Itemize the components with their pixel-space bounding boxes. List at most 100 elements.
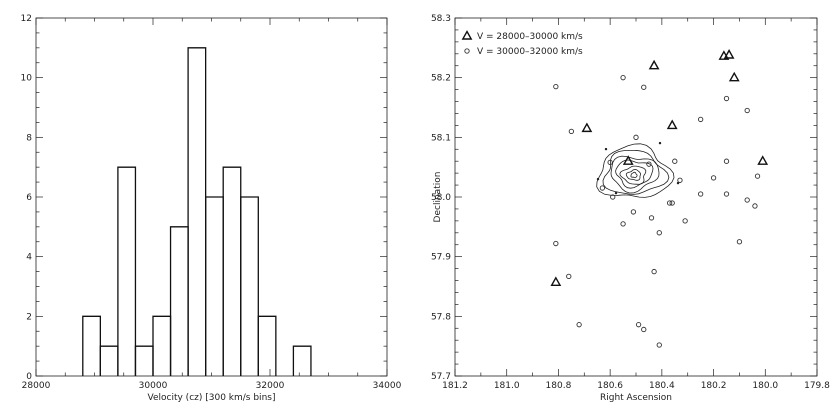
- intensity-contour: [610, 155, 660, 194]
- legend-triangle-marker: [461, 30, 473, 40]
- ra-tick-label: 179.8: [804, 381, 830, 391]
- circle-point: [641, 326, 647, 333]
- circle-point: [697, 116, 704, 123]
- intensity-contour: [596, 143, 675, 198]
- circle-point: [620, 75, 626, 81]
- circle-point: [651, 268, 657, 275]
- circle-point: [646, 161, 652, 167]
- circle-point: [672, 158, 678, 164]
- circle-point: [568, 128, 575, 135]
- histogram-bin: [117, 166, 137, 376]
- circle-point: [566, 273, 572, 280]
- circle-point: [607, 159, 613, 166]
- y-tick-label: 10: [21, 74, 33, 84]
- circle-point: [666, 200, 673, 206]
- circle-point: [633, 134, 639, 140]
- ra-axis-label: Right Ascension: [600, 393, 672, 403]
- x-axis-label: Velocity (cz) [300 km/s bins]: [148, 393, 276, 403]
- dec-tick-label: 58.2: [431, 74, 451, 84]
- ra-tick-label: 181.0: [494, 381, 520, 391]
- intensity-contour: [630, 171, 638, 179]
- histogram-bin: [257, 315, 277, 376]
- circle-point: [723, 158, 730, 164]
- circle-point: [723, 191, 730, 197]
- legend-label-30000-32000: V = 30000–32000 km/s: [477, 47, 583, 57]
- y-tick-label: 12: [21, 14, 32, 24]
- circle-point: [599, 185, 606, 191]
- triangle-point: [718, 50, 730, 60]
- sky-position-panel: 181.2 181.0 180.8 180.6 180.4 180.2 180.0 179.8…: [431, 14, 830, 403]
- dec-tick-label: 58.3: [431, 14, 451, 24]
- triangle-point: [666, 119, 678, 130]
- dec-tick-label: 58.0: [431, 193, 451, 203]
- core-galaxy-dot: [658, 141, 662, 145]
- circle-point: [744, 107, 750, 114]
- dec-tick-label: 57.7: [431, 372, 451, 382]
- circle-point: [754, 173, 761, 179]
- dec-axis-label: Declination: [433, 172, 443, 223]
- y-tick-label: 2: [26, 312, 32, 322]
- triangle-point: [723, 49, 735, 59]
- histogram-bin: [292, 345, 312, 376]
- histogram-bin: [187, 47, 207, 376]
- circle-point: [648, 215, 655, 221]
- x-tick-label: 32000: [256, 381, 285, 391]
- triangle-point: [757, 155, 769, 165]
- legend-label-28000-30000: V = 28000–30000 km/s: [477, 32, 583, 42]
- circle-point: [744, 197, 750, 203]
- circle-point: [752, 203, 758, 209]
- circle-point: [553, 83, 559, 90]
- core-galaxy-dot: [596, 177, 600, 181]
- core-galaxy-dot: [614, 191, 618, 195]
- core-galaxy-dot: [604, 147, 608, 151]
- triangle-point: [622, 155, 634, 165]
- histogram-bin: [240, 196, 259, 376]
- intensity-contour: [602, 150, 670, 195]
- histogram-bin: [99, 345, 119, 376]
- histogram-bin: [205, 196, 224, 376]
- triangle-point: [728, 71, 740, 82]
- x-tick-label: 28000: [22, 381, 51, 391]
- x-tick-label: 34000: [373, 381, 402, 391]
- circle-point: [635, 322, 642, 328]
- histogram-bin: [169, 226, 189, 376]
- histogram-bin: [222, 166, 242, 376]
- ra-tick-label: 180.2: [701, 381, 727, 391]
- circle-point: [710, 175, 717, 181]
- triangle-point: [648, 59, 660, 70]
- circle-point: [723, 95, 730, 102]
- y-tick-label: 8: [26, 133, 32, 143]
- histogram-bin: [82, 315, 101, 376]
- circle-point: [553, 240, 559, 247]
- ra-tick-label: 180.0: [752, 381, 778, 391]
- circle-point: [576, 322, 582, 328]
- circle-point: [610, 194, 616, 200]
- circle-point: [656, 342, 662, 348]
- velocity-histogram-panel: 28000 30000 32000 34000 0 2 4 6 8 10 12 Velocity (c…: [21, 14, 402, 403]
- intensity-contour: [619, 165, 647, 185]
- sky-plot-frame: [454, 17, 818, 377]
- histogram-bin: [152, 315, 172, 376]
- y-tick-label: 6: [26, 193, 32, 203]
- circle-point: [641, 84, 647, 90]
- x-tick-label: 30000: [139, 381, 168, 391]
- circle-point: [669, 200, 675, 206]
- dec-tick-label: 57.9: [431, 253, 451, 263]
- legend-circle-marker: [464, 48, 470, 54]
- circle-point: [736, 239, 743, 245]
- triangle-point: [581, 122, 593, 133]
- ra-tick-label: 181.2: [442, 381, 468, 391]
- circle-point: [656, 230, 662, 236]
- circle-point: [697, 191, 704, 197]
- circle-point: [630, 209, 637, 215]
- ra-tick-label: 180.6: [597, 381, 623, 391]
- circle-point: [677, 177, 683, 183]
- dec-tick-label: 57.8: [431, 312, 451, 322]
- triangle-point: [550, 276, 562, 287]
- ra-tick-label: 180.4: [649, 381, 675, 391]
- y-tick-label: 0: [26, 372, 32, 382]
- intensity-contour: [625, 169, 641, 181]
- dec-tick-label: 58.1: [431, 133, 451, 143]
